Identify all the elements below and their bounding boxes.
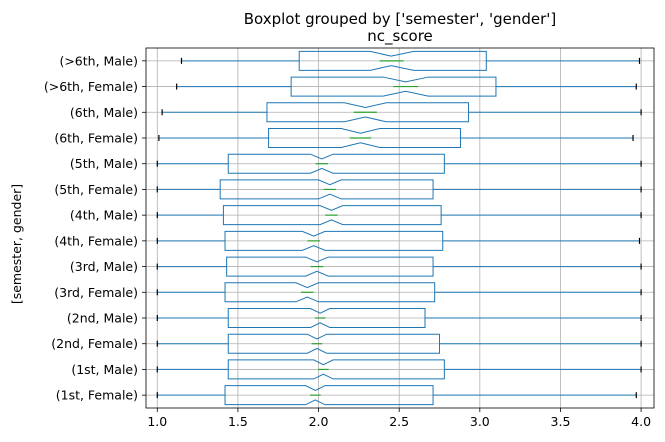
- x-tick-label: 3.5: [551, 414, 571, 429]
- x-tick-label: 4.0: [631, 414, 651, 429]
- chart-title: nc_score: [367, 27, 433, 46]
- y-tick-label: (3rd, Female): [54, 285, 138, 300]
- y-tick-label: (5th, Male): [70, 156, 138, 171]
- box: [266, 102, 470, 123]
- y-tick-label: (3rd, Male): [70, 259, 138, 274]
- box: [219, 179, 434, 200]
- x-tick-label: 2.5: [389, 414, 409, 429]
- box: [226, 256, 434, 277]
- y-tick-label: (5th, Female): [54, 182, 138, 197]
- y-tick-label: (6th, Male): [70, 105, 138, 120]
- box: [298, 50, 487, 71]
- box: [290, 76, 497, 97]
- box: [224, 385, 434, 406]
- plot-area: 1.0 1.5 2.0 2.5 3.0 3.5 4.0 (>6th, Male) (>6th, …: [44, 47, 655, 429]
- x-tick-label: 3.0: [470, 414, 490, 429]
- y-tick-label: (2nd, Male): [67, 311, 138, 326]
- box: [224, 230, 444, 251]
- y-tick-label: (4th, Female): [54, 233, 138, 248]
- x-tick-label: 2.0: [309, 414, 329, 429]
- y-tick-label: (4th, Male): [70, 208, 138, 223]
- box: [227, 153, 445, 174]
- y-tick-label: (>6th, Female): [44, 79, 138, 94]
- y-tick-label: (6th, Female): [54, 131, 138, 146]
- y-tick-label: (1st, Female): [56, 388, 138, 403]
- y-axis-label: [semester, gender]: [9, 184, 24, 304]
- x-tick-label: 1.0: [147, 414, 167, 429]
- axes-frame: [145, 47, 655, 409]
- box: [227, 359, 445, 380]
- chart-suptitle: Boxplot grouped by ['semester', 'gender'…: [244, 10, 557, 28]
- y-tick-label: (1st, Male): [71, 362, 138, 377]
- box: [227, 333, 441, 354]
- box: [268, 128, 461, 148]
- y-tick-label: (>6th, Male): [59, 53, 138, 68]
- x-tick-label: 1.5: [228, 414, 248, 429]
- box: [222, 205, 442, 226]
- box: [224, 282, 436, 303]
- box: [227, 308, 426, 328]
- y-tick-label: (2nd, Female): [51, 336, 138, 351]
